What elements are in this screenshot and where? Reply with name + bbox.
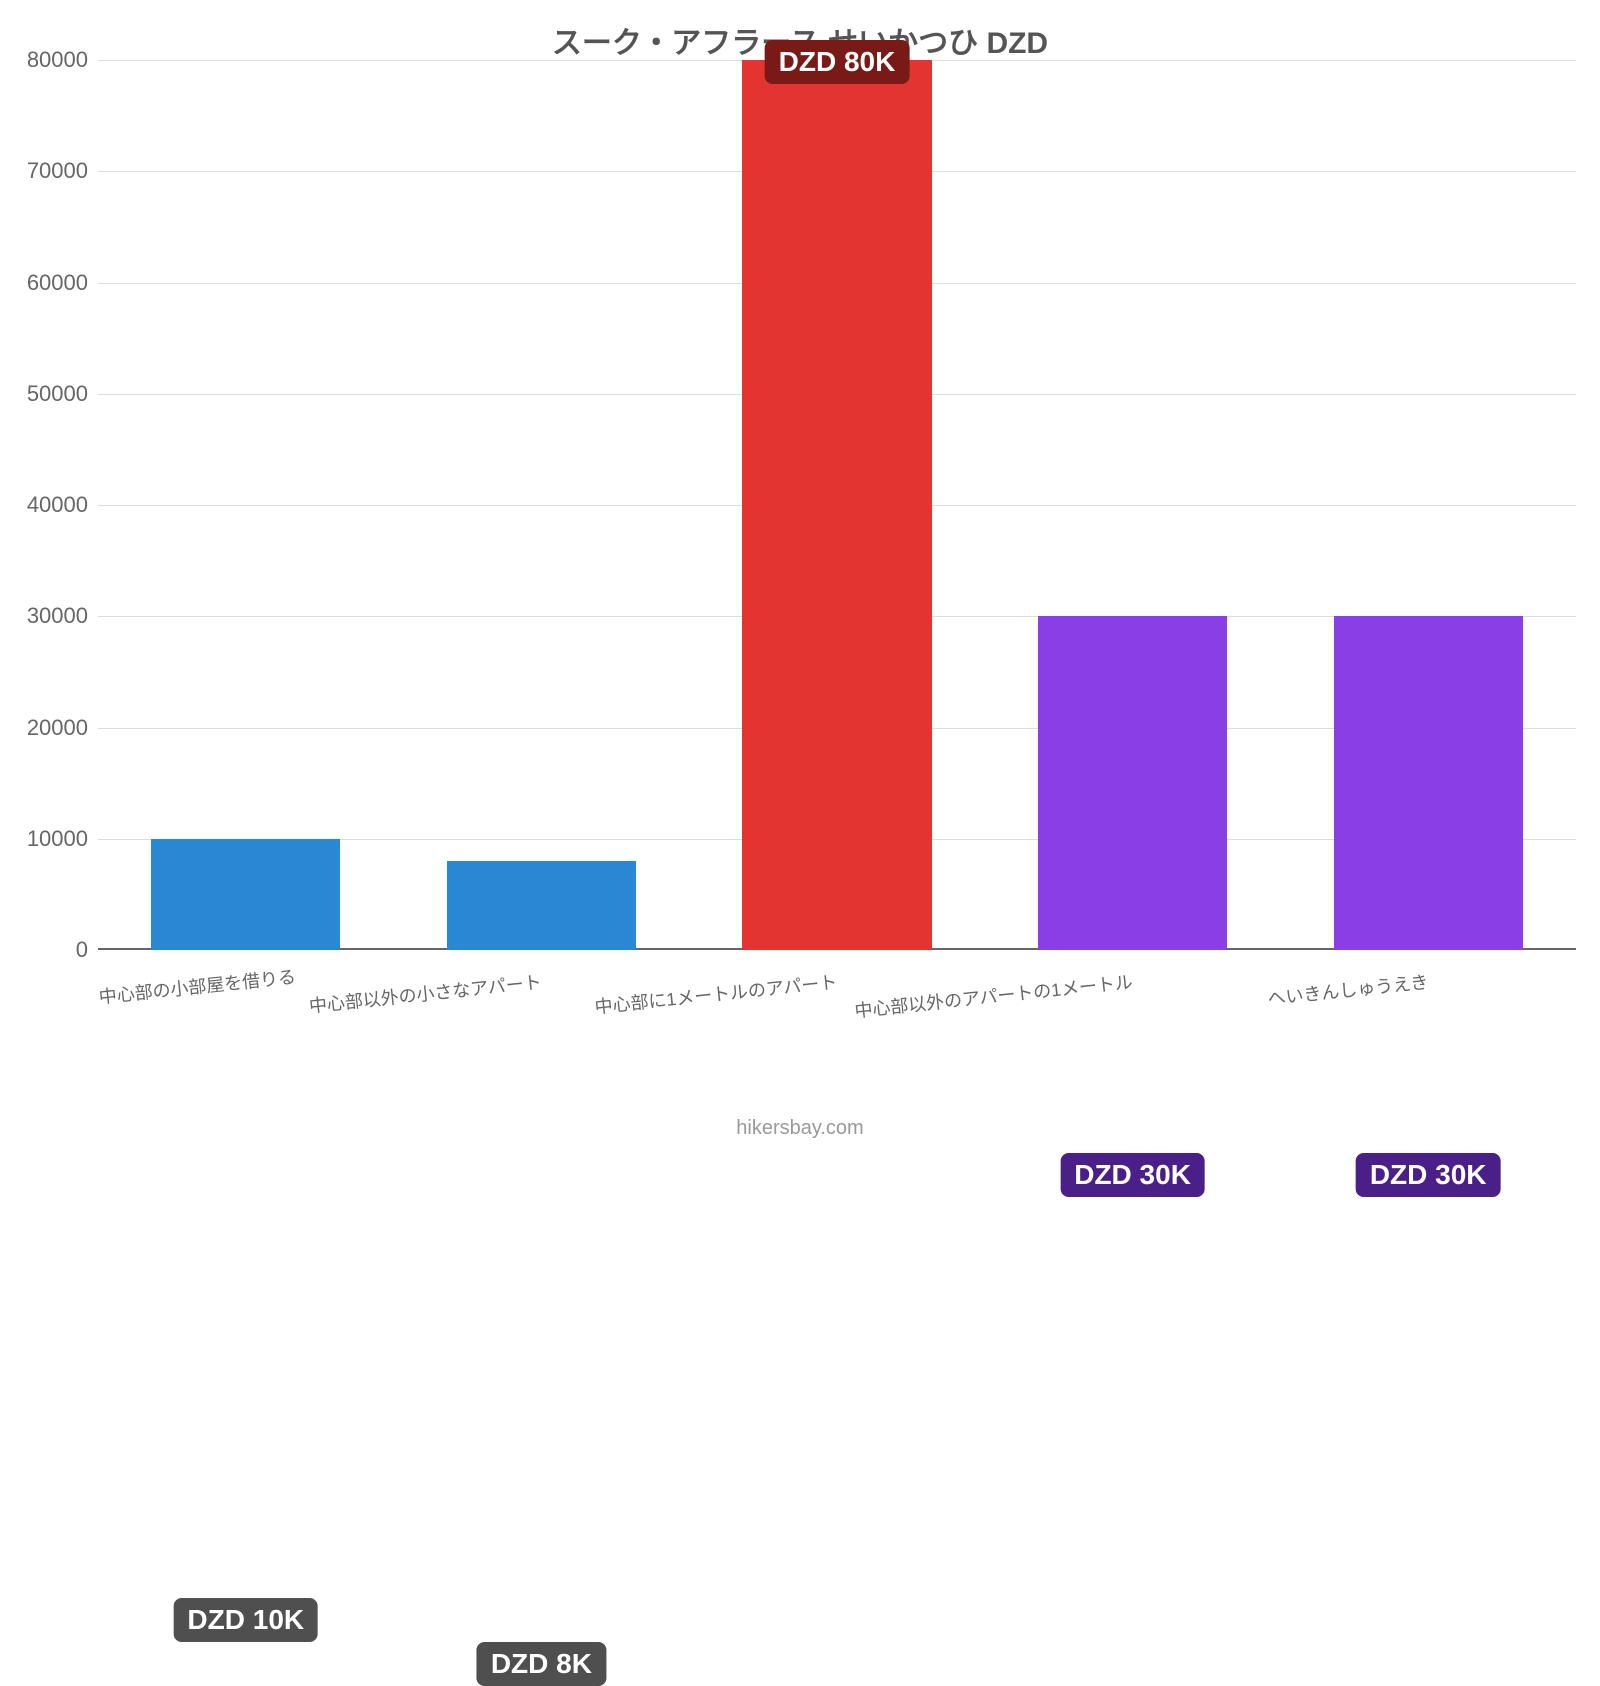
value-badge: DZD 80K: [765, 40, 910, 84]
y-tick-label: 0: [76, 937, 98, 963]
y-tick-label: 60000: [27, 270, 98, 296]
y-tick-label: 40000: [27, 492, 98, 518]
attribution-text: hikersbay.com: [0, 1117, 1600, 1140]
bar: DZD 8K: [447, 861, 636, 950]
y-tick-label: 80000: [27, 47, 98, 73]
value-badge: DZD 30K: [1060, 1153, 1205, 1197]
value-badge: DZD 30K: [1356, 1153, 1501, 1197]
bar: DZD 10K: [151, 839, 340, 950]
value-badge: DZD 10K: [173, 1598, 318, 1642]
y-tick-label: 10000: [27, 826, 98, 852]
bar: DZD 30K: [1038, 616, 1227, 950]
bar: DZD 80K: [742, 60, 931, 950]
y-tick-label: 30000: [27, 603, 98, 629]
chart-container: スーク・アフラース せいかつひ DZD 01000020000300004000…: [0, 0, 1600, 1200]
plot-area: 0100002000030000400005000060000700008000…: [98, 60, 1576, 950]
bar: DZD 30K: [1334, 616, 1523, 950]
y-tick-label: 70000: [27, 158, 98, 184]
y-tick-label: 50000: [27, 381, 98, 407]
y-tick-label: 20000: [27, 715, 98, 741]
value-badge: DZD 8K: [477, 1642, 606, 1686]
